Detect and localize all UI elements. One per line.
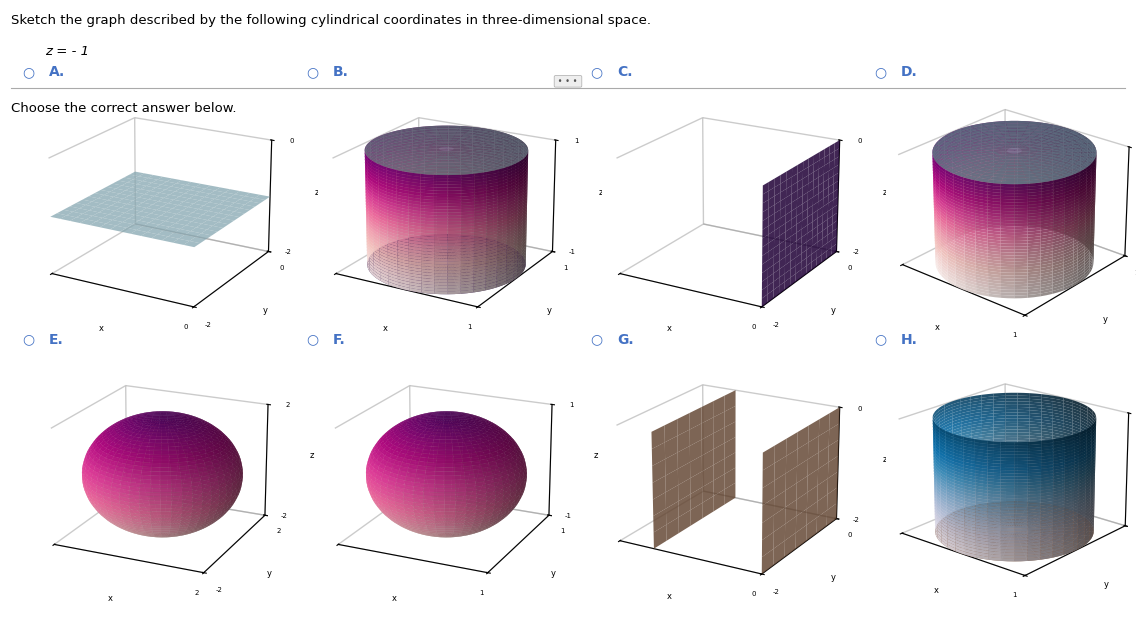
Text: • • •: • • • [556,77,580,86]
X-axis label: x: x [392,593,398,603]
Text: z = - 1: z = - 1 [45,45,90,57]
Y-axis label: y: y [1104,580,1109,589]
Text: ○: ○ [875,333,887,347]
Y-axis label: y: y [830,306,836,315]
Text: H.: H. [901,333,918,347]
Y-axis label: y: y [1103,315,1109,324]
Text: C.: C. [617,66,633,80]
Text: D.: D. [901,66,918,80]
X-axis label: x: x [383,324,387,333]
Text: Sketch the graph described by the following cylindrical coordinates in three-dim: Sketch the graph described by the follow… [11,14,651,27]
Y-axis label: y: y [551,569,556,578]
X-axis label: x: x [108,593,114,603]
Text: F.: F. [333,333,345,347]
Text: ○: ○ [307,66,319,80]
X-axis label: x: x [935,323,939,332]
Text: ○: ○ [591,333,603,347]
X-axis label: x: x [99,324,103,333]
Text: A.: A. [49,66,65,80]
X-axis label: x: x [667,324,671,333]
Text: G.: G. [617,333,634,347]
Text: ○: ○ [307,333,319,347]
Y-axis label: y: y [546,306,552,315]
Y-axis label: y: y [830,573,836,582]
Text: ○: ○ [875,66,887,80]
Text: Choose the correct answer below.: Choose the correct answer below. [11,102,237,114]
Y-axis label: y: y [267,569,272,578]
Y-axis label: y: y [262,306,268,315]
Text: E.: E. [49,333,64,347]
Text: B.: B. [333,66,349,80]
Text: ○: ○ [591,66,603,80]
Text: ○: ○ [23,66,35,80]
X-axis label: x: x [667,591,671,600]
X-axis label: x: x [934,586,939,595]
Text: ○: ○ [23,333,35,347]
